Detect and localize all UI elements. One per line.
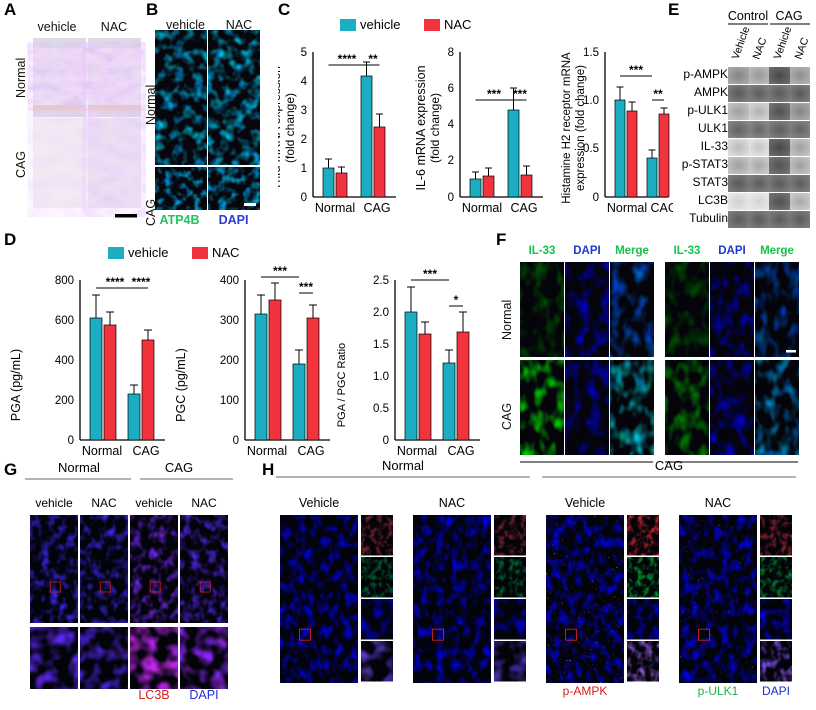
svg-text:Normal: Normal bbox=[247, 444, 287, 458]
svg-text:CAG: CAG bbox=[297, 444, 324, 458]
svg-text:1.0: 1.0 bbox=[583, 95, 599, 107]
svg-text:Normal: Normal bbox=[82, 444, 122, 458]
svg-text:8: 8 bbox=[448, 47, 454, 59]
svg-text:(fold change): (fold change) bbox=[428, 93, 442, 163]
svg-text:0: 0 bbox=[448, 192, 454, 204]
svg-text:800: 800 bbox=[55, 275, 74, 287]
svg-text:6: 6 bbox=[448, 83, 454, 95]
svg-text:PGA (pg/mL): PGA (pg/mL) bbox=[9, 349, 23, 421]
svg-text:****: **** bbox=[106, 275, 125, 289]
svg-text:4: 4 bbox=[301, 76, 308, 88]
svg-text:2: 2 bbox=[301, 134, 307, 146]
svg-text:CAG: CAG bbox=[510, 201, 537, 215]
svg-text:5: 5 bbox=[301, 47, 307, 59]
svg-text:CAG: CAG bbox=[447, 444, 474, 458]
svg-text:Normal: Normal bbox=[382, 460, 424, 473]
svg-text:***: *** bbox=[299, 280, 313, 294]
svg-text:Normal: Normal bbox=[607, 201, 647, 215]
svg-text:*: * bbox=[454, 293, 459, 307]
svg-text:CAG: CAG bbox=[165, 460, 193, 475]
svg-text:600: 600 bbox=[55, 315, 74, 327]
svg-text:IL-33: IL-33 bbox=[674, 245, 701, 257]
svg-text:(fold change): (fold change) bbox=[283, 93, 297, 163]
svg-text:vehicle: vehicle bbox=[135, 496, 173, 510]
svg-text:NAC: NAC bbox=[91, 496, 117, 510]
svg-text:DAPI: DAPI bbox=[573, 245, 600, 257]
svg-text:2.5: 2.5 bbox=[373, 275, 389, 287]
svg-text:***: *** bbox=[513, 87, 527, 101]
svg-text:0: 0 bbox=[383, 435, 389, 447]
svg-text:**: ** bbox=[368, 52, 378, 66]
svg-text:NAC: NAC bbox=[793, 36, 812, 61]
svg-text:Vehicle: Vehicle bbox=[565, 496, 605, 510]
svg-text:Normal: Normal bbox=[315, 201, 355, 215]
svg-text:0.5: 0.5 bbox=[583, 143, 599, 155]
svg-text:0: 0 bbox=[593, 192, 599, 204]
svg-text:0: 0 bbox=[301, 192, 307, 204]
svg-text:300: 300 bbox=[220, 315, 239, 327]
svg-text:400: 400 bbox=[220, 275, 239, 287]
svg-text:NAC: NAC bbox=[191, 496, 217, 510]
svg-text:***: *** bbox=[273, 264, 287, 278]
svg-text:1.0: 1.0 bbox=[373, 371, 389, 383]
svg-text:200: 200 bbox=[220, 355, 239, 367]
svg-text:IL-33: IL-33 bbox=[529, 245, 556, 257]
svg-text:PGC (pg/mL): PGC (pg/mL) bbox=[174, 348, 188, 422]
svg-text:Normal: Normal bbox=[462, 201, 502, 215]
svg-text:CAG: CAG bbox=[132, 444, 159, 458]
svg-text:expression (fold change): expression (fold change) bbox=[575, 65, 587, 191]
svg-text:100: 100 bbox=[220, 395, 239, 407]
svg-text:Vehicle: Vehicle bbox=[730, 25, 753, 61]
svg-text:NAC: NAC bbox=[705, 496, 731, 510]
svg-text:400: 400 bbox=[55, 355, 74, 367]
svg-text:DAPI: DAPI bbox=[718, 245, 745, 257]
svg-text:Vehicle: Vehicle bbox=[772, 25, 795, 61]
svg-text:CAG: CAG bbox=[363, 201, 390, 215]
svg-text:NAC: NAC bbox=[751, 36, 770, 61]
svg-text:1.5: 1.5 bbox=[373, 339, 389, 351]
svg-text:Histamine H2 receptor mRNA: Histamine H2 receptor mRNA bbox=[561, 52, 573, 204]
svg-text:Merge: Merge bbox=[760, 245, 794, 257]
svg-text:***: *** bbox=[487, 87, 501, 101]
svg-text:NAC: NAC bbox=[439, 496, 465, 510]
svg-text:2.0: 2.0 bbox=[373, 307, 389, 319]
svg-text:vehicle: vehicle bbox=[35, 496, 73, 510]
svg-text:PGA / PGC Ratio: PGA / PGC Ratio bbox=[336, 343, 348, 427]
svg-text:Merge: Merge bbox=[615, 245, 649, 257]
svg-text:0: 0 bbox=[68, 435, 74, 447]
svg-text:1: 1 bbox=[301, 163, 307, 175]
svg-text:1.5: 1.5 bbox=[583, 47, 599, 59]
svg-text:IL-6 mRNA expression: IL-6 mRNA expression bbox=[414, 65, 428, 190]
svg-text:****: **** bbox=[132, 275, 151, 289]
svg-text:0: 0 bbox=[233, 435, 239, 447]
svg-text:CAG: CAG bbox=[775, 9, 802, 23]
svg-text:2: 2 bbox=[448, 155, 454, 167]
svg-text:Vehicle: Vehicle bbox=[299, 496, 339, 510]
svg-text:Normal: Normal bbox=[58, 460, 100, 475]
svg-text:***: *** bbox=[423, 267, 437, 281]
svg-text:****: **** bbox=[338, 52, 357, 66]
svg-text:CAG: CAG bbox=[655, 460, 683, 473]
svg-text:Normal: Normal bbox=[397, 444, 437, 458]
svg-text:200: 200 bbox=[55, 395, 74, 407]
svg-text:Control: Control bbox=[728, 9, 768, 23]
svg-text:0.5: 0.5 bbox=[373, 403, 389, 415]
svg-text:4: 4 bbox=[448, 119, 455, 131]
svg-text:3: 3 bbox=[301, 105, 307, 117]
svg-text:***: *** bbox=[629, 63, 643, 77]
